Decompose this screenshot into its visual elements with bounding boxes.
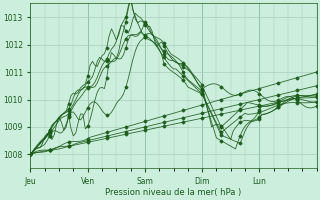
X-axis label: Pression niveau de la mer( hPa ): Pression niveau de la mer( hPa )	[105, 188, 242, 197]
